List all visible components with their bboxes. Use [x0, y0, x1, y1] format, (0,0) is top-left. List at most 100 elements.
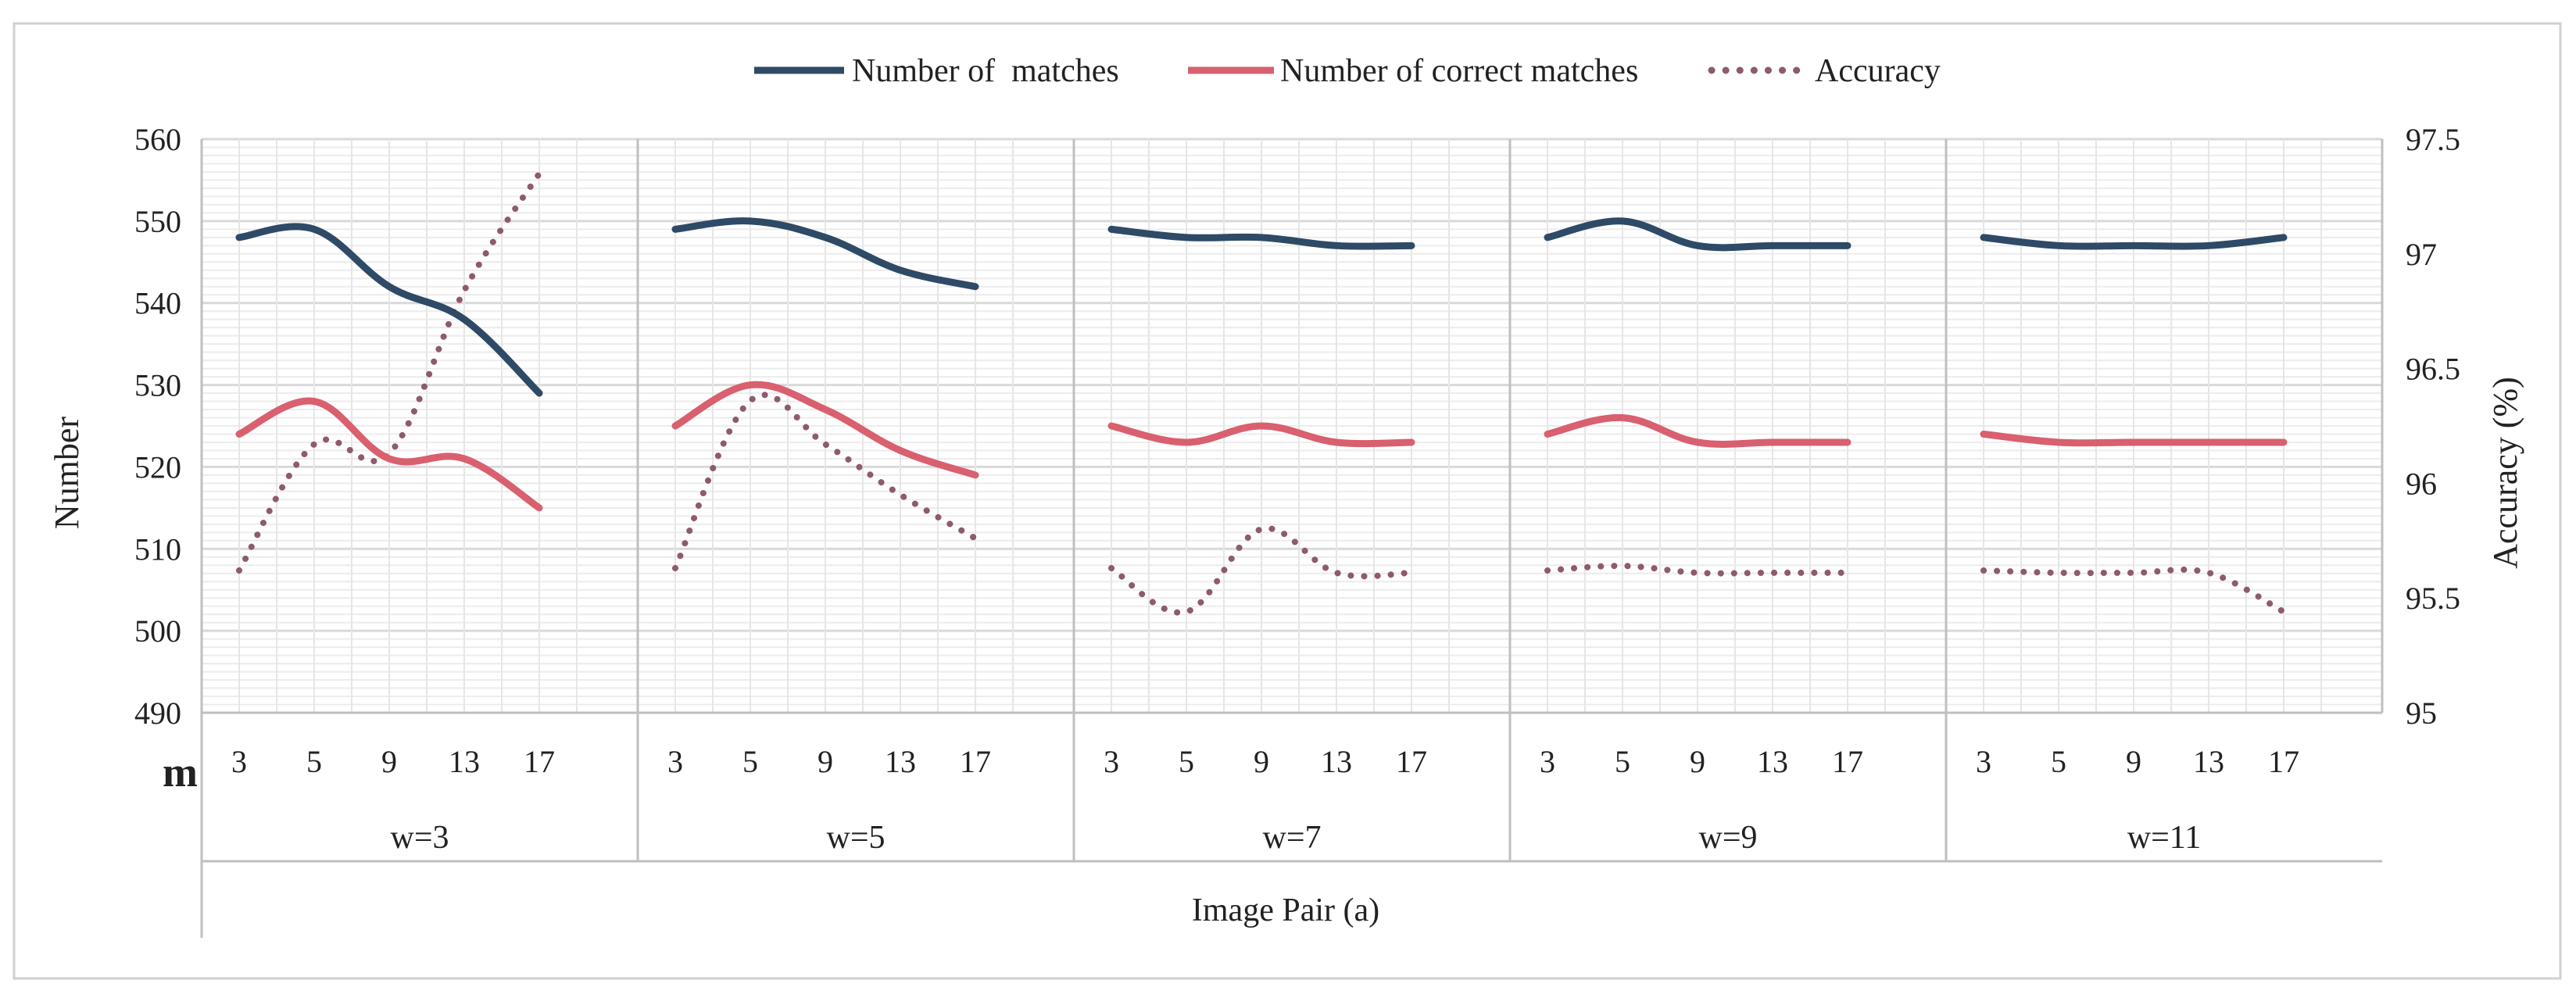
x-tick-label: 17 [1832, 744, 1863, 779]
series-correct-line [671, 381, 979, 479]
x-tick-label: 13 [1321, 744, 1352, 779]
x-tick-label: 3 [667, 744, 683, 779]
x-tick-label: 17 [1396, 744, 1427, 779]
data-point [1697, 245, 1698, 246]
data-point [674, 425, 676, 427]
series-matches-line [671, 217, 979, 291]
y-tick-label: 560 [134, 122, 181, 157]
group-label: w=5 [826, 820, 885, 856]
data-point [1772, 572, 1773, 574]
series-correct-line [235, 397, 543, 512]
legend-label-accuracy: Accuracy [1815, 53, 1941, 89]
data-point [1111, 567, 1112, 569]
data-point [1186, 611, 1187, 613]
data-point [1772, 442, 1773, 443]
x-tick-label: 5 [1179, 744, 1194, 779]
data-point [1336, 572, 1337, 574]
x-axis-title: Image Pair (a) [1192, 892, 1379, 928]
x-tick-label: 3 [1540, 744, 1555, 779]
data-point [1622, 417, 1623, 419]
data-point [1336, 442, 1337, 443]
y-tick-label: 540 [134, 286, 181, 321]
y2-tick-label: 96 [2406, 466, 2437, 501]
group-label: w=11 [2127, 820, 2201, 856]
x-tick-label: 13 [2193, 744, 2224, 779]
y2-tick-label: 97 [2406, 237, 2437, 272]
data-point [2283, 442, 2284, 443]
data-point [388, 452, 390, 454]
data-point [674, 567, 676, 569]
data-point [674, 228, 676, 230]
y-tick-label: 500 [134, 613, 181, 649]
data-point [2283, 611, 2284, 613]
data-point [825, 237, 826, 238]
x-tick-label: 17 [960, 744, 991, 779]
data-point [1772, 245, 1773, 246]
data-point [538, 507, 540, 509]
series-accuracy-line [1544, 563, 1851, 577]
data-point [975, 286, 976, 288]
data-point [538, 173, 540, 174]
data-point [238, 237, 240, 238]
data-point [1186, 442, 1187, 443]
data-point [1547, 237, 1548, 238]
x-tick-label: 9 [2126, 744, 2141, 779]
y-tick-label: 510 [134, 531, 181, 567]
series-matches-line [1107, 225, 1415, 250]
data-point [900, 270, 901, 271]
data-point [1547, 433, 1548, 435]
m-label: m [163, 749, 198, 796]
x-tick-label: 9 [1254, 744, 1269, 779]
data-point [538, 392, 540, 394]
data-point [1261, 237, 1262, 238]
data-point [1983, 570, 1984, 571]
y2-tick-label: 96.5 [2406, 352, 2460, 387]
data-point [1411, 572, 1412, 574]
data-point [1847, 442, 1848, 443]
y2-tick-label: 97.5 [2406, 122, 2460, 157]
series-correct-line [1107, 422, 1415, 448]
data-point [825, 409, 826, 410]
x-tick-label: 13 [1757, 744, 1788, 779]
data-point [238, 570, 240, 571]
data-point [1411, 245, 1412, 246]
data-point [750, 220, 751, 222]
data-point [313, 443, 315, 445]
x-tick-label: 3 [231, 744, 247, 779]
data-point [1411, 442, 1412, 443]
y2-tick-label: 95.5 [2406, 581, 2460, 616]
y2-tick-label: 95 [2406, 696, 2437, 731]
x-tick-label: 5 [2051, 744, 2066, 779]
y2-axis-title: Accuracy (%) [2486, 377, 2524, 569]
y-axis-title: Number [48, 417, 86, 530]
x-tick-label: 13 [449, 744, 480, 779]
data-point [1186, 237, 1187, 238]
x-tick-label: 3 [1976, 744, 1991, 779]
data-point [313, 228, 315, 230]
legend-label-correct: Number of correct matches [1280, 53, 1638, 89]
chart-frame [13, 22, 2562, 980]
axes: 4905005105205305405505609595.59696.59797… [134, 122, 2460, 938]
data-point [2058, 572, 2059, 574]
data-point [1697, 572, 1698, 574]
data-point [388, 458, 390, 460]
data-point [1261, 425, 1262, 427]
data-point [1697, 442, 1698, 443]
data-point [1622, 220, 1623, 222]
data-point [2283, 237, 2284, 238]
series-matches-line [1980, 234, 2288, 250]
y-tick-label: 490 [134, 696, 181, 731]
data-point [1983, 433, 1984, 435]
data-point [1547, 570, 1548, 571]
data-point [2133, 572, 2134, 574]
data-point [900, 494, 901, 495]
data-point [1261, 528, 1262, 530]
x-tick-label: 13 [885, 744, 916, 779]
data-point [2058, 442, 2059, 443]
legend-label-matches: Number of matches [852, 53, 1119, 89]
data-point [750, 400, 751, 402]
x-tick-label: 9 [818, 744, 833, 779]
x-tick-label: 5 [742, 744, 758, 779]
data-point [2133, 442, 2134, 443]
